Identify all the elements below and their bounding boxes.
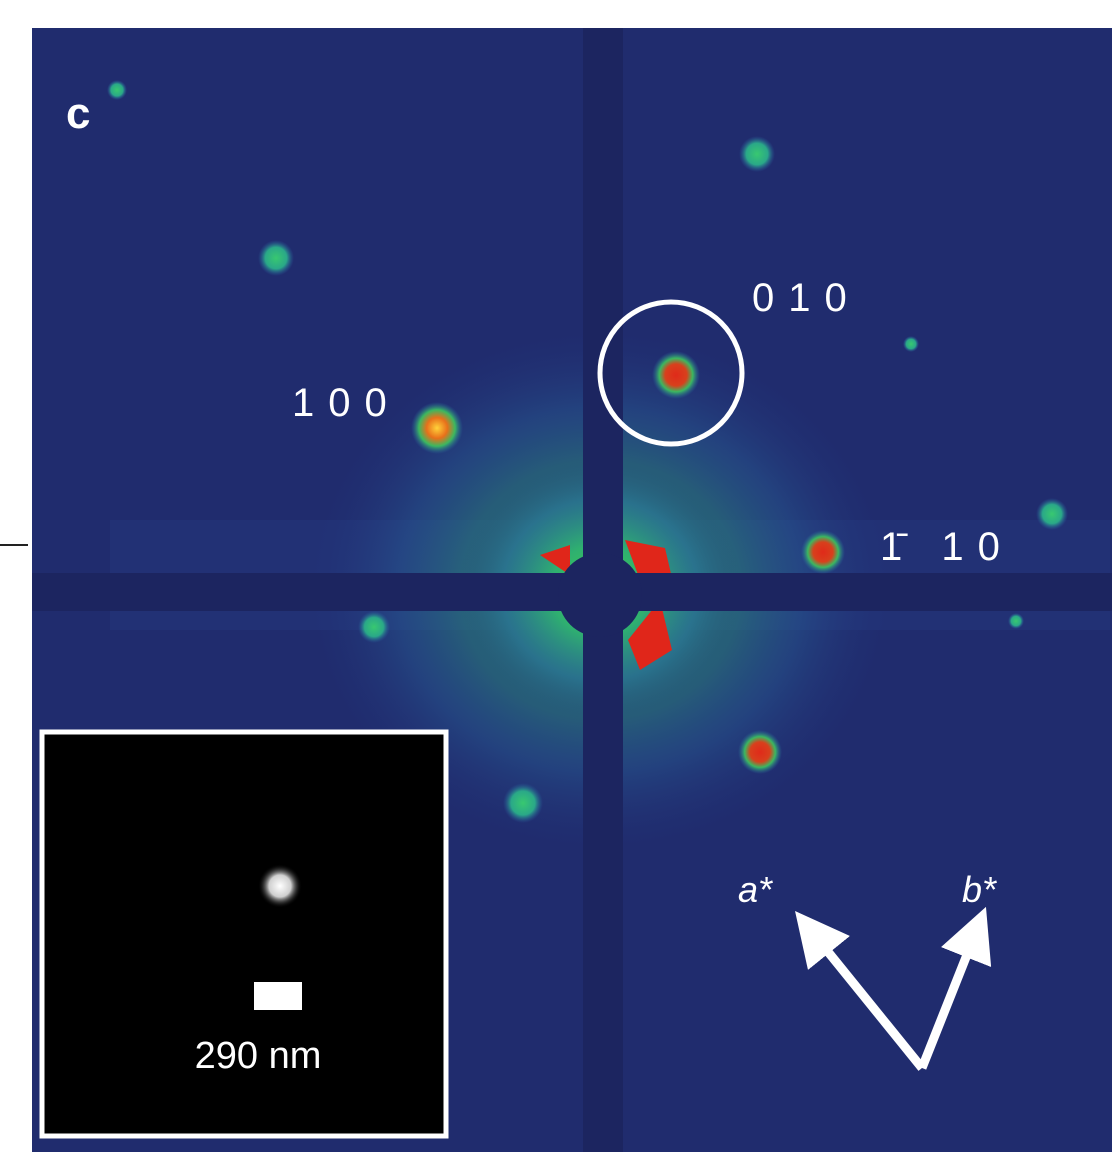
scale-bar-label: 290 nm [195,1035,322,1077]
body: c 010 100 1̄ 10 a* b* 290 nm (() => { co… [0,0,1112,1152]
spot [903,336,919,352]
axis-label: b* [962,869,997,910]
spot [738,730,782,774]
spot [358,611,390,643]
spot [652,351,700,399]
figure: c 010 100 1̄ 10 a* b* 290 nm [0,0,1112,1152]
spot-label: 1̄ 10 [880,525,1014,569]
spot [258,240,294,276]
spot [411,402,463,454]
spot-label: 100 [292,381,401,425]
particle [258,864,302,908]
spot [1008,613,1024,629]
spot [801,530,845,574]
scale-bar [254,982,302,1010]
inset: 290 nm [42,732,446,1136]
axis-label: a* [738,869,773,910]
page: Diffraction pattern {"panel_label": "c",… [0,0,1112,1152]
spot [107,80,127,100]
spot [1036,498,1068,530]
spot-label: 010 [752,276,861,320]
beam-stop-center [558,553,642,637]
spot [739,136,775,172]
spot [503,783,543,823]
panel-label: c [66,89,90,138]
